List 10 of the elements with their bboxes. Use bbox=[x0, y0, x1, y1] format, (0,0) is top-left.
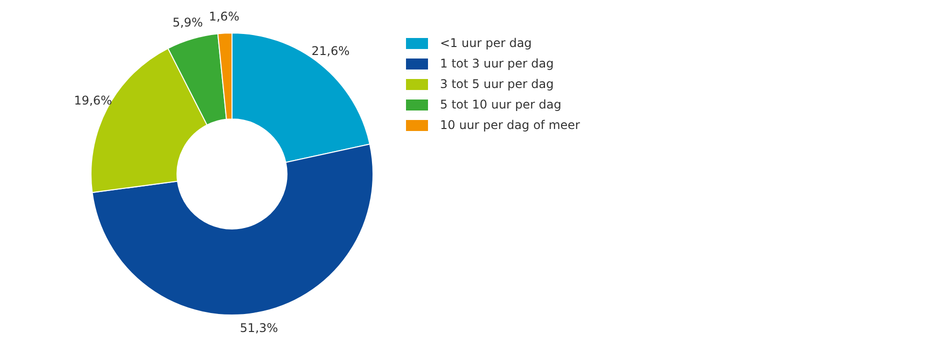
legend-label: <1 uur per dag bbox=[440, 36, 532, 50]
legend-label: 5 tot 10 uur per dag bbox=[440, 98, 562, 112]
legend-label: 1 tot 3 uur per dag bbox=[440, 56, 554, 70]
data-label: 1,6% bbox=[208, 9, 240, 24]
legend-label: 3 tot 5 uur per dag bbox=[440, 77, 554, 91]
data-label: 51,3% bbox=[240, 320, 278, 335]
legend-label: 10 uur per dag of meer bbox=[440, 118, 580, 132]
data-label: 19,6% bbox=[74, 93, 112, 108]
data-label: 5,9% bbox=[172, 16, 203, 30]
data-label: 21,6% bbox=[311, 44, 350, 58]
